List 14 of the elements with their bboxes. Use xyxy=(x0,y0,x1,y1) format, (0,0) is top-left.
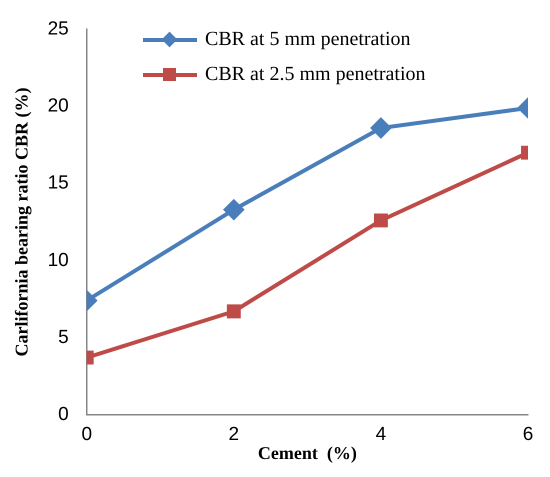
legend-label: CBR at 5 mm penetration xyxy=(205,28,411,51)
x-tick-label: 2 xyxy=(228,424,240,446)
x-tick-label: 4 xyxy=(376,424,387,446)
y-axis-title: Carlifornia bearing ratio CBR (%) xyxy=(11,88,32,356)
x-tick-label: 0 xyxy=(81,424,92,446)
y-tick-label: 25 xyxy=(48,18,69,40)
y-tick-label: 15 xyxy=(48,172,69,194)
y-tick-label: 0 xyxy=(58,404,69,425)
x-tick-label: 6 xyxy=(522,424,534,446)
y-tick-label: 20 xyxy=(48,96,69,117)
y-tick-label: 5 xyxy=(58,326,69,348)
x-axis-title: Cement (%) xyxy=(258,442,357,463)
legend-label: CBR at 2.5 mm penetration xyxy=(205,63,426,86)
y-tick-label: 10 xyxy=(48,250,69,271)
